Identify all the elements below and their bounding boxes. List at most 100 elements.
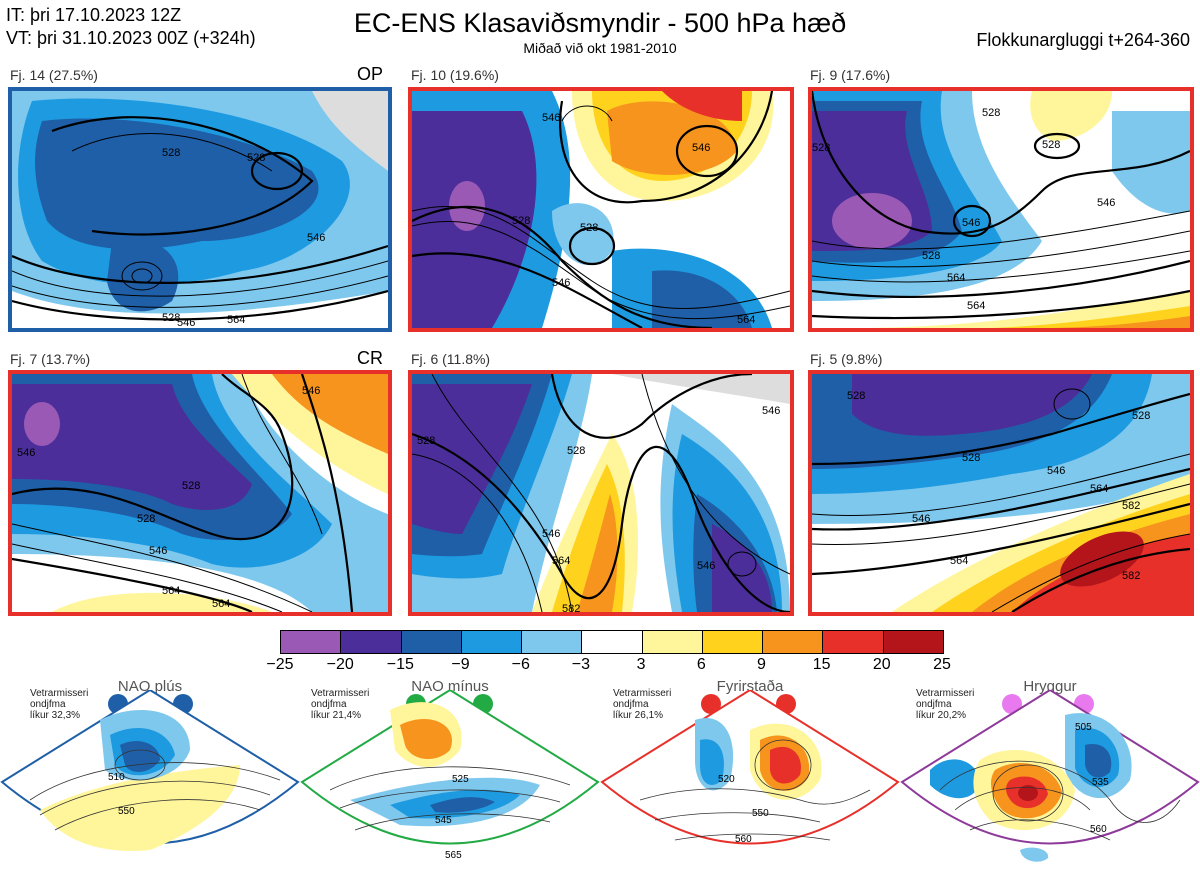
panel-1-label: Fj. 14 (27.5%)	[10, 67, 98, 83]
colorbar-segment	[822, 631, 883, 653]
contour-label: 560	[735, 834, 752, 845]
note-line: líkur 20,2%	[916, 710, 967, 721]
contour-label: 528	[847, 390, 865, 402]
panel-6-label: Fj. 5 (9.8%)	[810, 351, 883, 367]
contour-label: 525	[452, 774, 469, 785]
panel-2-label: Fj. 10 (19.6%)	[411, 67, 499, 83]
contour-label: 546	[542, 112, 560, 124]
contour-label: 546	[962, 217, 980, 229]
panel-5-label: Fj. 6 (11.8%)	[411, 351, 491, 367]
note-line: Vetrarmisseri	[916, 688, 975, 699]
contour-label: 528	[812, 142, 830, 154]
regime-4-map[interactable]: 505 535 560	[900, 690, 1200, 871]
note-line: ondjfma	[613, 699, 649, 710]
cluster-map-1[interactable]: 528 528 546 528 546 564	[8, 87, 392, 332]
contour-label: 528	[417, 435, 435, 447]
contour-label: 528	[247, 152, 265, 164]
contour-label: 535	[1092, 777, 1109, 788]
regime-3-map[interactable]: 520 550 560	[600, 690, 900, 871]
regime-4-title: Hryggur	[1023, 678, 1077, 695]
regime-1-title: NAO plús	[117, 678, 183, 695]
colorbar-segment	[460, 631, 522, 653]
regime-4-note: Vetrarmisseri ondjfma líkur 20,2%	[916, 688, 974, 721]
colorbar-segment	[641, 631, 702, 653]
contour-label: 564	[967, 300, 985, 312]
cluster-map-6[interactable]: 528 528 528 546 564 582 546 564 582	[808, 370, 1194, 616]
regime-2-title: NAO mínus	[411, 678, 489, 695]
contour-label: 582	[1122, 570, 1140, 582]
contour-label: 565	[445, 850, 462, 861]
contour-label: 528	[182, 480, 200, 492]
contour-label: 528	[567, 445, 585, 457]
cluster-map-3[interactable]: 528 528 528 528 546 546 564 564	[808, 87, 1194, 332]
panel-4-tag: CR	[357, 348, 383, 368]
regime-1-map[interactable]: 510 550	[0, 690, 300, 871]
cluster-map-5[interactable]: 528 546 528 546 564 582 546	[408, 370, 794, 616]
contour-label: 582	[562, 603, 580, 612]
contour-label: 546	[692, 142, 710, 154]
colorbar	[280, 630, 944, 654]
colorbar-tick: 6	[696, 656, 706, 673]
regime-3-note: Vetrarmisseri ondjfma líkur 26,1%	[613, 688, 671, 721]
note-line: Vetrarmisseri	[311, 688, 370, 699]
contour-label: 528	[512, 215, 530, 227]
note-line: Vetrarmisseri	[613, 688, 672, 699]
colorbar-segment	[581, 631, 642, 653]
header-info: IT: þri 17.10.2023 12Z VT: þri 31.10.202…	[6, 4, 256, 50]
contour-label: 528	[1132, 410, 1150, 422]
colorbar-segment	[762, 631, 823, 653]
colorbar-tick: 9	[757, 656, 766, 673]
regime-3-title: Fyrirstaða	[716, 678, 784, 695]
contour-label: 550	[752, 808, 769, 819]
contour-label: 520	[718, 774, 735, 785]
contour-label: 546	[177, 317, 195, 328]
regime-1-note: Vetrarmisseri ondjfma líkur 32,3%	[30, 688, 88, 721]
classification-window: Flokkunargluggi t+264-360	[976, 30, 1190, 50]
colorbar-tick: −25	[266, 656, 294, 673]
colorbar-tick: 3	[636, 656, 646, 673]
colorbar-tick: −3	[571, 656, 591, 673]
panel-1-tag: OP	[357, 64, 384, 84]
contour-label: 546	[542, 528, 560, 540]
colorbar-segment	[340, 631, 401, 653]
page-title: EC-ENS Klasaviðsmyndir - 500 hPa hæð	[353, 8, 847, 38]
panel-4-label: Fj. 7 (13.7%)	[10, 351, 91, 367]
contour-label: 528	[982, 107, 1000, 119]
colorbar-tick: 25	[933, 656, 951, 673]
note-line: ondjfma	[311, 699, 347, 710]
colorbar-tick: −20	[326, 656, 354, 673]
regime-3-dot	[701, 694, 721, 714]
contour-label: 546	[762, 405, 780, 417]
note-line: líkur 26,1%	[613, 710, 664, 721]
colorbar-tick: 20	[872, 656, 891, 673]
contour-label: 546	[149, 545, 167, 557]
valid-time: VT: þri 31.10.2023 00Z (+324h)	[6, 28, 256, 48]
regime-2-map[interactable]: 525 545 565	[300, 690, 600, 871]
contour-label: 564	[1090, 483, 1108, 495]
cluster-map-2[interactable]: 546 546 528 528 546 564	[408, 87, 794, 332]
contour-label: 546	[307, 232, 325, 244]
contour-label: 564	[212, 598, 230, 610]
initial-time: IT: þri 17.10.2023 12Z	[6, 5, 182, 25]
contour-label: 546	[1047, 465, 1065, 477]
note-line: Vetrarmisseri	[30, 688, 89, 699]
panel-3-label: Fj. 9 (17.6%)	[810, 67, 891, 83]
contour-label: 528	[580, 222, 598, 234]
contour-label: 528	[1042, 139, 1060, 151]
contour-label: 546	[17, 447, 35, 459]
regime-2-note: Vetrarmisseri ondjfma líkur 21,4%	[311, 688, 369, 721]
contour-label: 546	[912, 513, 930, 525]
colorbar-tick: −15	[386, 656, 414, 673]
regime-4-dot	[1002, 694, 1022, 714]
contour-label: 546	[1097, 197, 1115, 209]
contour-label: 545	[435, 815, 452, 826]
colorbar-segment	[521, 631, 582, 653]
contour-label: 546	[302, 385, 320, 397]
contour-label: 582	[1122, 500, 1140, 512]
cluster-map-4[interactable]: 546 564 528 528 546 564 546	[8, 370, 392, 616]
contour-label: 528	[137, 513, 155, 525]
page-subtitle: Miðað við okt 1981-2010	[523, 40, 677, 56]
note-line: líkur 21,4%	[311, 710, 362, 721]
contour-label: 550	[118, 806, 135, 817]
contour-label: 528	[162, 147, 180, 159]
